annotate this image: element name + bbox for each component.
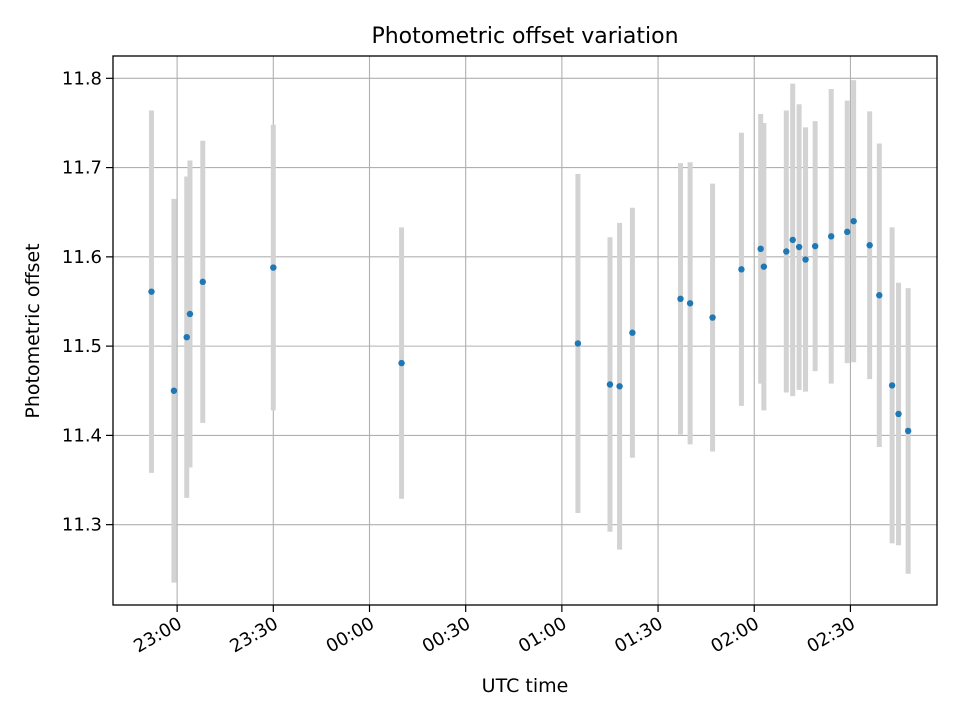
- x-tick-label: 23:30: [226, 613, 281, 657]
- data-point: [844, 228, 851, 236]
- x-tick-label: 02:00: [707, 613, 762, 657]
- x-tick-label: 01:30: [611, 613, 666, 657]
- data-points: [148, 217, 912, 435]
- data-point: [183, 333, 190, 341]
- data-point: [686, 300, 694, 307]
- data-point: [811, 242, 819, 250]
- x-tick-label: 00:30: [419, 613, 474, 657]
- data-point: [904, 427, 912, 435]
- x-tick-label: 01:00: [515, 613, 570, 657]
- x-axis-label: UTC time: [482, 675, 569, 697]
- data-point: [709, 314, 716, 321]
- y-tick-label: 11.8: [62, 68, 102, 89]
- y-tick-label: 11.6: [62, 247, 102, 268]
- chart-title: Photometric offset variation: [371, 24, 678, 49]
- data-point: [199, 278, 206, 286]
- data-point: [170, 387, 178, 394]
- x-tick-label: 02:30: [804, 613, 859, 657]
- data-point: [876, 292, 883, 299]
- y-tick-label: 11.3: [62, 515, 102, 536]
- data-point: [574, 340, 582, 347]
- data-point: [895, 410, 902, 418]
- error-bars: [148, 80, 911, 583]
- y-tick-label: 11.7: [62, 158, 102, 179]
- data-point: [783, 248, 790, 255]
- y-axis-label: Photometric offset: [22, 243, 44, 418]
- x-tick-label: 00:00: [323, 613, 378, 657]
- data-point: [866, 242, 873, 249]
- data-point: [606, 381, 614, 388]
- y-tick-label: 11.5: [62, 336, 102, 357]
- plot-frame: [112, 55, 938, 606]
- data-point: [802, 256, 809, 263]
- data-point: [850, 217, 857, 225]
- x-tick-label: 23:00: [130, 613, 185, 657]
- data-point: [629, 329, 636, 336]
- data-point: [270, 264, 277, 271]
- data-point: [757, 245, 764, 253]
- data-point: [186, 310, 194, 318]
- data-point: [738, 266, 745, 273]
- data-point: [398, 359, 405, 367]
- data-point: [888, 382, 896, 389]
- data-point: [148, 288, 155, 295]
- data-point: [827, 233, 835, 240]
- y-axis-ticks: 11.3 11.4 11.5 11.6 11.7 11.8: [62, 68, 113, 536]
- data-point: [677, 295, 684, 303]
- y-tick-label: 11.4: [62, 425, 102, 446]
- data-point: [616, 383, 623, 390]
- x-axis-ticks: 23:00 23:30 00:00 00:30 01:00 01:30 02:00 02:30: [130, 605, 859, 657]
- data-point: [760, 263, 768, 270]
- data-point: [795, 243, 803, 251]
- data-point: [789, 236, 796, 244]
